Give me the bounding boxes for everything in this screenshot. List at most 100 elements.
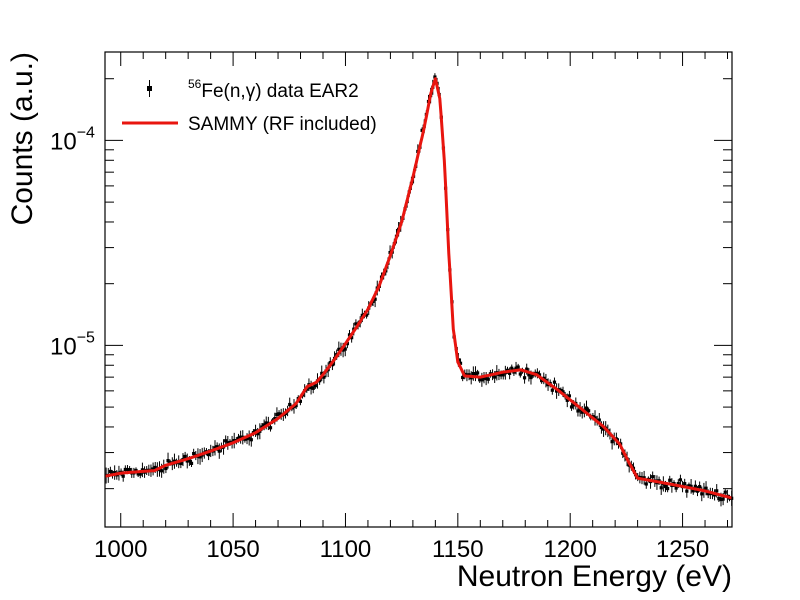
data-point <box>253 429 258 433</box>
data-point <box>198 455 202 459</box>
data-point <box>569 405 574 409</box>
data-point <box>695 489 700 493</box>
data-point <box>268 426 273 430</box>
data-point <box>717 497 721 501</box>
data-point <box>668 478 672 482</box>
data-point <box>540 378 544 383</box>
data-point <box>584 406 589 410</box>
data-point <box>693 484 697 488</box>
data-point <box>166 459 170 463</box>
data-point <box>674 486 678 490</box>
data-point <box>514 366 518 370</box>
data-point <box>151 467 155 471</box>
data-point <box>561 390 565 394</box>
data-point <box>698 485 702 489</box>
data-point <box>565 398 569 402</box>
data-point <box>476 371 480 375</box>
data-point <box>689 484 693 488</box>
x-tick-label: 1250 <box>656 536 709 563</box>
data-point <box>350 336 354 340</box>
y-axis-title: Counts (a.u.) <box>6 52 39 225</box>
data-point <box>715 489 719 493</box>
data-point <box>140 468 145 472</box>
data-point <box>192 451 196 456</box>
data-point <box>599 425 604 430</box>
data-point <box>189 461 194 465</box>
y-tick-label: 10−5 <box>50 329 95 360</box>
data-point <box>108 469 112 474</box>
data-point <box>113 470 117 475</box>
data-point <box>473 372 478 376</box>
y-tick-exponent: −4 <box>77 124 95 141</box>
data-point <box>249 438 253 442</box>
data-point <box>364 313 369 317</box>
x-axis-title: Neutron Energy (eV) <box>457 560 732 593</box>
data-point <box>478 378 482 382</box>
data-point <box>484 376 488 381</box>
data-point <box>153 465 157 470</box>
data-point <box>256 432 260 436</box>
data-point <box>179 461 183 466</box>
data-point <box>537 373 542 377</box>
x-tick-label: 1050 <box>206 536 259 563</box>
data-point <box>322 375 326 379</box>
data-point <box>510 366 514 370</box>
data-point <box>224 439 228 443</box>
data-point <box>247 436 251 440</box>
data-point <box>345 342 349 346</box>
data-point <box>508 371 512 375</box>
x-tick-label: 1150 <box>432 536 484 563</box>
data-point <box>518 372 522 376</box>
data-point <box>138 472 142 476</box>
plot-frame <box>104 51 733 528</box>
data-point <box>172 459 177 463</box>
data-point <box>187 459 191 463</box>
data-point <box>493 375 497 379</box>
data-point <box>554 389 559 393</box>
x-tick-label: 1100 <box>320 536 372 563</box>
legend-data-text: Fe(n,γ) data EAR2 <box>201 81 358 102</box>
data-point <box>567 394 572 398</box>
data-point <box>719 497 723 502</box>
data-point <box>723 490 727 494</box>
data-point <box>580 410 584 414</box>
y-tick-base: 10 <box>50 128 77 155</box>
y-axis: 10−5 10−4 <box>50 78 732 490</box>
data-point <box>273 417 277 421</box>
legend-fit-label: SAMMY (RF included) <box>188 114 377 135</box>
data-point <box>207 453 211 457</box>
data-point <box>294 403 298 408</box>
data-point <box>683 482 687 486</box>
x-tick-label: 1000 <box>94 536 147 563</box>
data-point <box>185 459 189 463</box>
data-point <box>550 388 554 392</box>
data-point <box>320 371 324 375</box>
x-tick-label: 1200 <box>543 536 596 563</box>
data-point <box>651 475 655 479</box>
data-point <box>217 449 221 453</box>
data-point <box>121 474 125 478</box>
data-point <box>587 409 591 413</box>
fit-curve-group <box>104 77 733 500</box>
data-point <box>264 421 268 425</box>
data-point <box>236 436 241 440</box>
data-point <box>572 403 576 407</box>
data-point <box>721 497 725 501</box>
data-point <box>529 375 533 380</box>
data-point <box>687 484 691 488</box>
data-point <box>704 486 708 490</box>
data-point <box>501 373 505 377</box>
data-point <box>642 476 646 480</box>
data-point <box>706 492 710 496</box>
data-point <box>262 423 266 427</box>
data-point <box>610 440 614 444</box>
data-point <box>663 484 668 489</box>
legend: 56Fe(n,γ) data EAR2 SAMMY (RF included) <box>122 77 377 135</box>
data-point <box>522 376 527 380</box>
data-point <box>213 446 217 450</box>
data-point <box>659 486 663 490</box>
data-point <box>309 385 313 390</box>
data-point <box>277 412 281 416</box>
